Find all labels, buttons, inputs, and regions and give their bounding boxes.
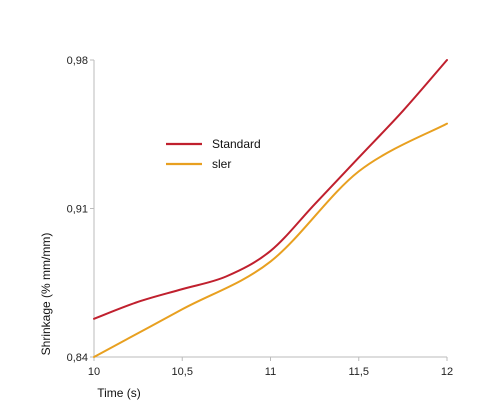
tick-marks <box>90 59 448 361</box>
legend: Standard sler <box>166 137 261 171</box>
y-axis-title: Shrinkage (% mm/mm) <box>39 233 53 356</box>
y-tick-label: 0,84 <box>67 352 88 364</box>
y-tick-label: 0,91 <box>67 204 88 216</box>
legend-label: sler <box>212 157 231 171</box>
series-lines <box>93 59 448 358</box>
tick-labels: 0,84 0,91 0,98 10 10,5 11 11,5 12 <box>67 55 454 378</box>
y-tick-label: 0,98 <box>67 55 88 67</box>
axes <box>93 60 447 358</box>
x-tick-label: 12 <box>441 366 453 378</box>
series-line-2 <box>93 122 448 358</box>
x-tick-label: 10,5 <box>172 366 193 378</box>
series-line-1 <box>93 59 448 320</box>
x-tick-label: 11 <box>265 366 276 378</box>
x-axis-title: Time (s) <box>97 386 141 400</box>
x-tick-label: 11,5 <box>348 366 369 378</box>
x-tick-label: 10 <box>88 366 100 378</box>
legend-label: Standard <box>212 137 261 151</box>
